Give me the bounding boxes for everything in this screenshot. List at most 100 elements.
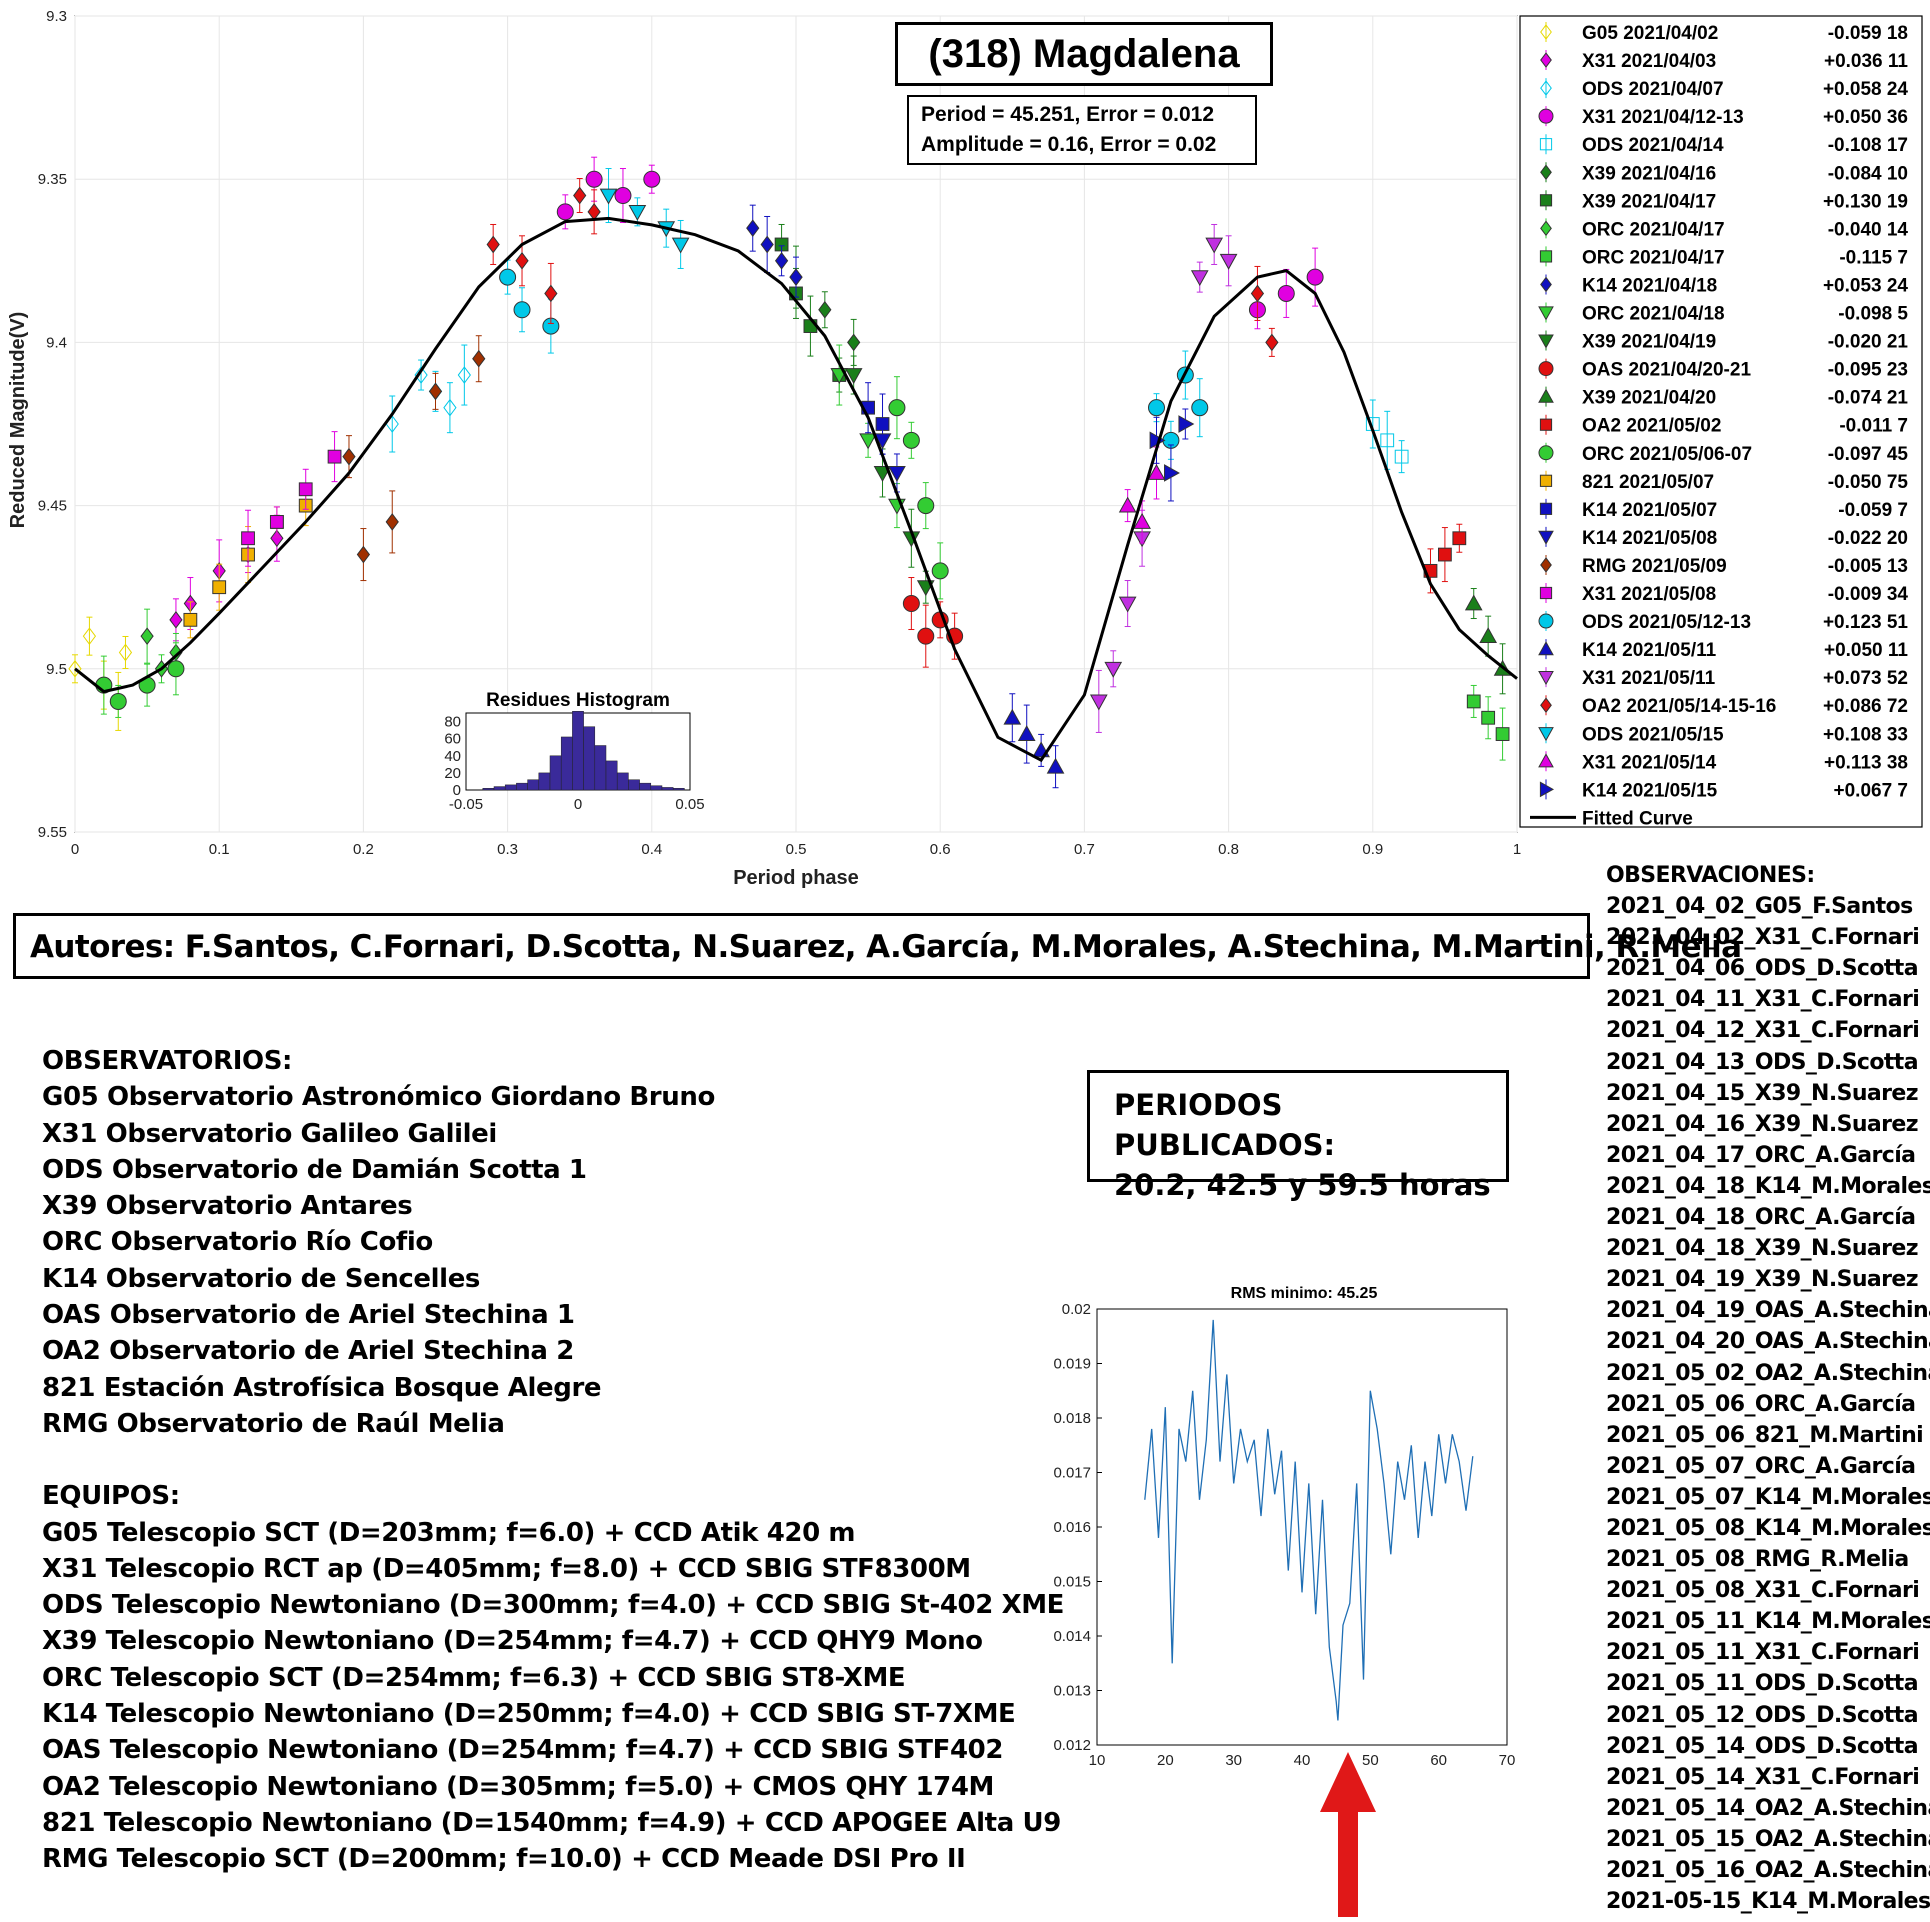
observacion-item: 2021_05_07_K14_M.Morales xyxy=(1606,1484,1930,1510)
observacion-item: 2021_05_08_K14_M.Morales xyxy=(1606,1515,1930,1541)
period-annotation: Period = 45.251, Error = 0.012 Amplitude… xyxy=(907,95,1257,165)
data-point xyxy=(457,366,471,384)
fitted-curve-layer xyxy=(74,216,1518,763)
observacion-item: 2021_05_14_ODS_D.Scotta xyxy=(1606,1733,1919,1759)
legend-marker xyxy=(1540,557,1552,573)
observacion-item: 2021_04_19_X39_N.Suarez xyxy=(1606,1267,1919,1293)
legend-offset: +0.053 24 xyxy=(1823,275,1908,296)
observacion-item: 2021_05_15_OA2_A.Stechina xyxy=(1606,1826,1930,1852)
data-point xyxy=(1003,708,1022,725)
observacion-item: 2021_05_14_X31_C.Fornari xyxy=(1606,1764,1920,1790)
observatorio-item: X31 Observatorio Galileo Galilei xyxy=(42,1118,497,1149)
published-periods-heading: PERIODOS PUBLICADOS: xyxy=(1114,1088,1336,1162)
observatorio-item: RMG Observatorio de Raúl Melia xyxy=(42,1408,505,1439)
data-point xyxy=(515,251,529,270)
x-tick-label: 0.7 xyxy=(1074,841,1095,858)
histogram-x-tick: 0 xyxy=(574,796,582,813)
data-point xyxy=(1394,449,1409,464)
equipo-item: RMG Telescopio SCT (D=200mm; f=10.0) + C… xyxy=(42,1844,966,1875)
rms-y-tick: 0.019 xyxy=(1053,1356,1091,1373)
y-tick-label: 9.55 xyxy=(38,824,67,841)
y-tick-label: 9.3 xyxy=(46,8,67,25)
data-point xyxy=(270,529,284,548)
rms-y-tick: 0.015 xyxy=(1053,1574,1091,1591)
data-point xyxy=(169,611,183,629)
equipo-item: ORC Telescopio SCT (D=254mm; f=6.3) + CC… xyxy=(42,1662,906,1693)
data-point xyxy=(1118,596,1137,613)
legend-marker xyxy=(1540,697,1552,714)
data-point xyxy=(1164,464,1180,482)
rms-x-tick: 60 xyxy=(1430,1752,1447,1769)
amplitude-line: Amplitude = 0.16, Error = 0.02 xyxy=(921,133,1217,156)
data-point xyxy=(1265,333,1279,352)
histogram-bar xyxy=(572,711,584,791)
observacion-item: 2021_04_19_OAS_A.Stechina xyxy=(1606,1298,1930,1324)
observacion-item: 2021_04_12_X31_C.Fornari xyxy=(1606,1018,1920,1044)
legend-label: K14 2021/05/11 xyxy=(1582,640,1717,661)
data-point xyxy=(327,449,342,464)
observatorio-item: 821 Estación Astrofísica Bosque Alegre xyxy=(42,1372,602,1403)
data-point xyxy=(109,692,127,710)
legend-label: X39 2021/04/17 xyxy=(1582,191,1716,212)
legend-label: Fitted Curve xyxy=(1582,808,1693,829)
histogram-bar xyxy=(628,779,640,791)
histogram-bar xyxy=(527,779,540,791)
rms-x-tick: 70 xyxy=(1499,1752,1516,1769)
histogram-title: Residues Histogram xyxy=(486,690,670,711)
equipo-item: 821 Telescopio Newtoniano (D=1540mm; f=4… xyxy=(42,1807,1061,1838)
data-point xyxy=(183,612,198,627)
x-tick-label: 0.5 xyxy=(786,841,807,858)
histogram-x-tick: 0.05 xyxy=(675,796,704,813)
data-point xyxy=(1133,512,1151,529)
legend-label: OA2 2021/05/14-15-16 xyxy=(1582,696,1776,717)
data-point xyxy=(818,300,832,319)
rms-x-tick: 10 xyxy=(1089,1752,1106,1769)
data-point xyxy=(472,349,486,368)
rms-y-tick: 0.013 xyxy=(1053,1683,1091,1700)
x-tick-label: 0.3 xyxy=(497,841,518,858)
y-tick-label: 9.45 xyxy=(38,498,67,515)
legend-marker xyxy=(1538,334,1554,349)
y-tick-label: 9.4 xyxy=(46,334,67,351)
data-point xyxy=(443,398,457,417)
data-point xyxy=(414,366,428,384)
observatorio-item: OAS Observatorio de Ariel Stechina 1 xyxy=(42,1300,575,1331)
data-point xyxy=(1118,496,1137,513)
observacion-item: 2021_04_11_X31_C.Fornari xyxy=(1606,987,1920,1013)
minimum-arrow-icon xyxy=(1320,1752,1376,1917)
observacion-item: 2021_05_12_ODS_D.Scotta xyxy=(1606,1702,1919,1728)
histogram-bar xyxy=(538,772,551,791)
data-point xyxy=(628,204,647,221)
histogram-bar xyxy=(594,745,607,791)
x-tick-label: 0.2 xyxy=(353,841,374,858)
data-point xyxy=(68,659,82,678)
legend-marker xyxy=(1540,164,1552,181)
data-point xyxy=(486,235,500,254)
x-tick-label: 0.4 xyxy=(641,841,662,858)
observacion-item: 2021_05_07_ORC_A.García xyxy=(1606,1453,1916,1479)
data-point xyxy=(1495,727,1510,741)
observacion-item: 2021_04_16_X39_N.Suarez xyxy=(1606,1111,1919,1137)
data-point xyxy=(1205,237,1224,254)
observacion-item: 2021_05_11_ODS_D.Scotta xyxy=(1606,1671,1919,1697)
legend-offset: +0.050 11 xyxy=(1824,640,1908,661)
rms-x-tick: 20 xyxy=(1157,1752,1174,1769)
histogram-bar xyxy=(482,788,495,791)
data-point xyxy=(556,203,574,221)
histogram-bar xyxy=(583,726,596,791)
observacion-item: 2021_05_02_OA2_A.Stechina xyxy=(1606,1360,1930,1386)
x-tick-label: 0 xyxy=(71,841,79,858)
fitted-curve xyxy=(74,216,1518,763)
data-point xyxy=(746,219,760,237)
data-point xyxy=(82,627,97,645)
legend-offset: -0.108 17 xyxy=(1828,135,1908,156)
legend-offset: +0.058 24 xyxy=(1823,79,1908,100)
legend-marker xyxy=(1538,671,1554,686)
legend-offset: +0.073 52 xyxy=(1823,668,1908,689)
observacion-item: 2021_05_14_OA2_A.Stechina xyxy=(1606,1795,1930,1821)
data-point xyxy=(847,333,861,352)
legend-offset: -0.050 75 xyxy=(1828,472,1909,493)
data-point xyxy=(1250,284,1265,303)
legend-label: G05 2021/04/02 xyxy=(1582,23,1718,44)
data-point xyxy=(1464,594,1483,611)
